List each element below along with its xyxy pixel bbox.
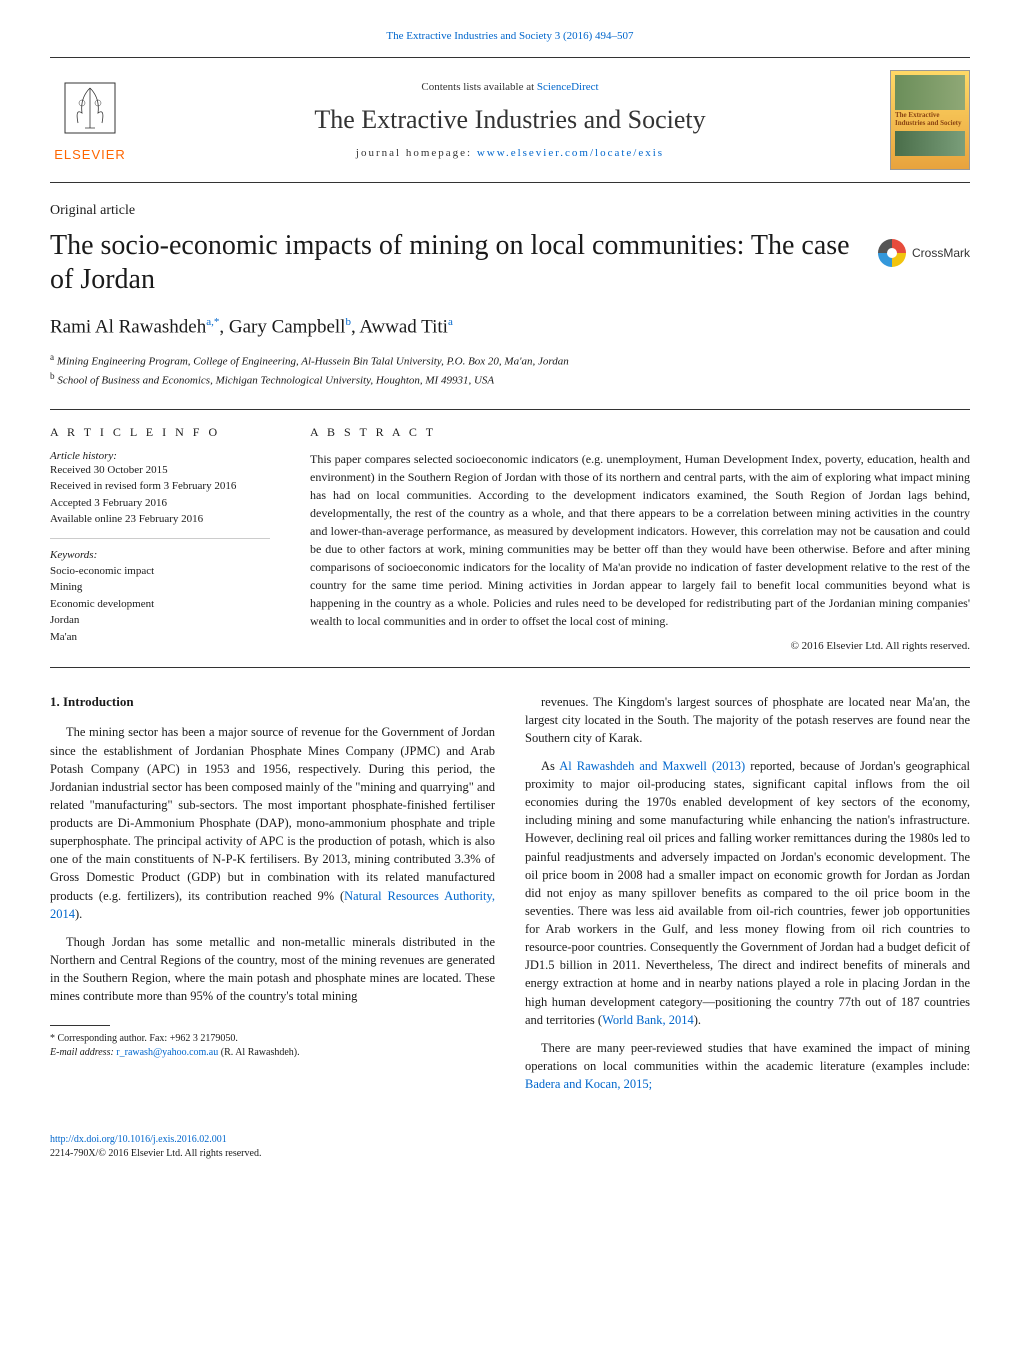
homepage-link[interactable]: www.elsevier.com/locate/exis [477,147,664,159]
article-type: Original article [50,203,970,219]
section-1-heading: 1. Introduction [50,693,495,712]
authors: Rami Al Rawashdeha,*, Gary Campbellb, Aw… [50,316,970,338]
left-para-2: Though Jordan has some metallic and non-… [50,933,495,1006]
left-column: 1. Introduction The mining sector has be… [50,693,495,1104]
homepage-line: journal homepage: www.elsevier.com/locat… [130,147,890,159]
keyword-4: Ma'an [50,629,270,646]
contents-prefix: Contents lists available at [421,81,536,93]
homepage-prefix: journal homepage: [356,147,477,159]
cite-alrawashdeh-2013[interactable]: Al Rawashdeh and Maxwell (2013) [559,759,745,773]
right-para-2: As Al Rawashdeh and Maxwell (2013) repor… [525,757,970,1029]
elsevier-logo[interactable]: ELSEVIER [50,78,130,162]
footnote-rule [50,1025,110,1026]
author-2-affil[interactable]: b [345,316,351,328]
cover-image-top [895,75,965,110]
issn-copyright: 2214-790X/© 2016 Elsevier Ltd. All right… [50,1147,970,1161]
email-footnote: E-mail address: r_rawash@yahoo.com.au (R… [50,1046,495,1060]
cover-title: The Extractive Industries and Society [895,112,965,127]
online-line: Available online 23 February 2016 [50,511,270,528]
accepted-line: Accepted 3 February 2016 [50,495,270,512]
affiliation-a: a Mining Engineering Program, College of… [50,351,970,370]
author-2[interactable]: Gary Campbell [229,317,346,338]
affiliations: a Mining Engineering Program, College of… [50,351,970,389]
title-row: The socio-economic impacts of mining on … [50,229,970,316]
left-para-1: The mining sector has been a major sourc… [50,723,495,922]
history-label: Article history: [50,450,270,462]
abstract-heading: A B S T R A C T [310,425,970,440]
header-center: Contents lists available at ScienceDirec… [130,81,890,159]
abstract-copyright: © 2016 Elsevier Ltd. All rights reserved… [310,640,970,652]
elsevier-label: ELSEVIER [50,147,130,162]
sciencedirect-link[interactable]: ScienceDirect [537,81,599,93]
crossmark-icon [878,239,906,267]
author-3[interactable]: Awwad Titi [359,317,448,338]
right-para-3: There are many peer-reviewed studies tha… [525,1039,970,1093]
contents-line: Contents lists available at ScienceDirec… [130,81,890,93]
abstract-text: This paper compares selected socioeconom… [310,450,970,630]
crossmark-badge[interactable]: CrossMark [878,239,970,267]
body-columns: 1. Introduction The mining sector has be… [50,693,970,1104]
right-para-1: revenues. The Kingdom's largest sources … [525,693,970,747]
journal-cover-thumbnail[interactable]: The Extractive Industries and Society [890,70,970,170]
info-heading: A R T I C L E I N F O [50,425,270,440]
revised-line: Received in revised form 3 February 2016 [50,478,270,495]
crossmark-label: CrossMark [912,246,970,260]
keywords-block: Keywords: Socio-economic impact Mining E… [50,549,270,646]
elsevier-tree-icon [60,78,120,138]
cite-badera-2015[interactable]: Badera and Kocan, 2015; [525,1077,652,1091]
article-info: A R T I C L E I N F O Article history: R… [50,425,290,652]
journal-header: ELSEVIER Contents lists available at Sci… [50,57,970,183]
keyword-1: Mining [50,579,270,596]
cite-worldbank-2014[interactable]: World Bank, 2014 [602,1013,694,1027]
keyword-0: Socio-economic impact [50,563,270,580]
journal-title: The Extractive Industries and Society [130,105,890,135]
right-column: revenues. The Kingdom's largest sources … [525,693,970,1104]
bottom-info: http://dx.doi.org/10.1016/j.exis.2016.02… [50,1133,970,1161]
keyword-2: Economic development [50,596,270,613]
article-history: Article history: Received 30 October 201… [50,450,270,539]
keyword-3: Jordan [50,612,270,629]
cover-image-bottom [895,131,965,156]
author-1[interactable]: Rami Al Rawashdeh [50,317,206,338]
affiliation-b: b School of Business and Economics, Mich… [50,370,970,389]
author-1-affil[interactable]: a,* [206,316,219,328]
keywords-label: Keywords: [50,549,270,561]
doi-link[interactable]: http://dx.doi.org/10.1016/j.exis.2016.02… [50,1134,227,1145]
corresponding-author-footnote: * Corresponding author. Fax: +962 3 2179… [50,1032,495,1046]
article-title: The socio-economic impacts of mining on … [50,229,858,296]
author-3-affil[interactable]: a [448,316,453,328]
abstract: A B S T R A C T This paper compares sele… [290,425,970,652]
info-abstract-block: A R T I C L E I N F O Article history: R… [50,409,970,668]
journal-citation-header[interactable]: The Extractive Industries and Society 3 … [50,30,970,42]
received-line: Received 30 October 2015 [50,462,270,479]
author-email-link[interactable]: r_rawash@yahoo.com.au [116,1047,218,1058]
